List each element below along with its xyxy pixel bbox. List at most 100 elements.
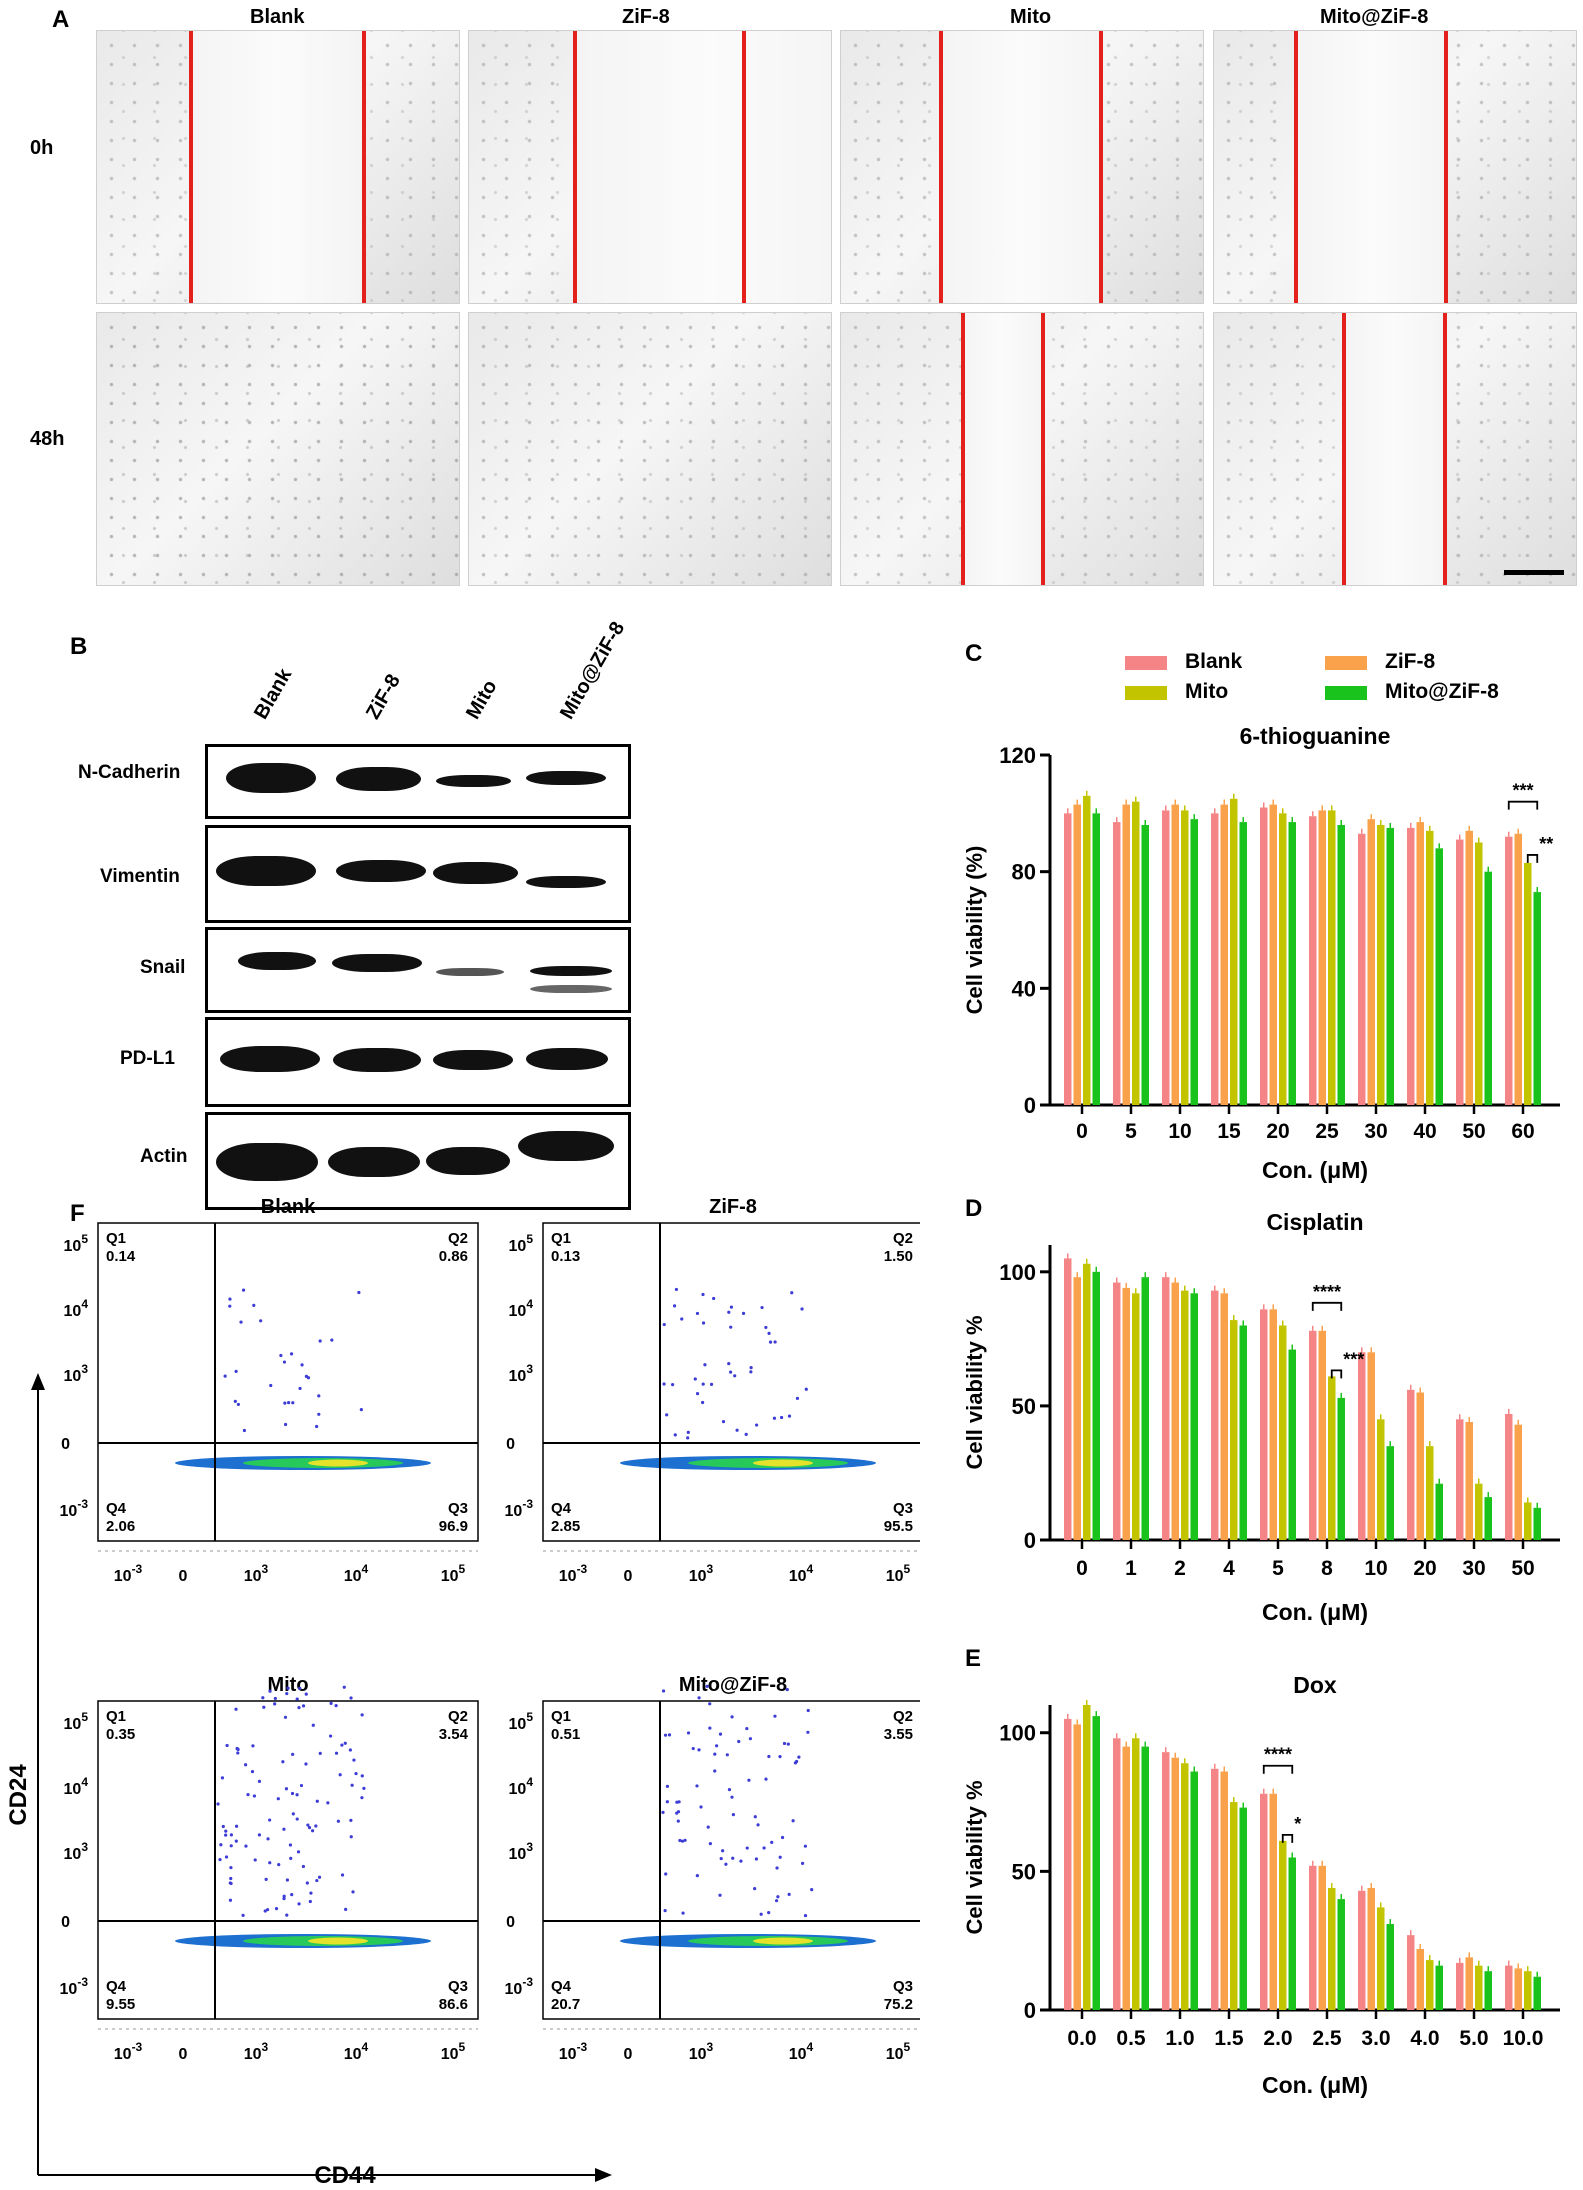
event-dot: [349, 1818, 353, 1822]
blot-col-zif8: ZiF-8: [362, 670, 405, 723]
bar-mito: [1230, 798, 1238, 1105]
wound-edge-line: [1041, 313, 1045, 585]
panel-d-letter: D: [965, 1195, 983, 1222]
event-dot: [755, 1423, 759, 1427]
q2-label: Q2: [448, 1708, 468, 1725]
event-dot: [307, 1826, 312, 1830]
event-dot: [297, 1706, 301, 1710]
event-dot: [288, 1843, 293, 1847]
event-dot: [695, 1311, 700, 1316]
event-dot: [697, 1696, 701, 1700]
event-dot: [663, 1733, 668, 1737]
panel-b-letter: B: [70, 633, 88, 660]
legend-label: Mito: [1185, 680, 1229, 703]
event-dot: [234, 1707, 238, 1711]
x-tick-label: 10-3: [114, 1562, 143, 1585]
bar-blank: [1260, 1309, 1268, 1540]
legend-label: Blank: [1185, 650, 1243, 673]
legend-swatch: [1325, 656, 1367, 670]
bar-zif-8: [1465, 1422, 1473, 1540]
y-tick-zero: 0: [506, 1914, 515, 1931]
event-dot: [308, 1899, 312, 1904]
event-dot: [349, 1696, 353, 1700]
event-dot: [729, 1325, 733, 1329]
significance-bracket: [1281, 1833, 1294, 1843]
y-tick-label: 50: [1012, 1859, 1036, 1884]
event-dot: [686, 1731, 691, 1735]
x-tick-label: 1.5: [1214, 2027, 1244, 2050]
event-dot: [708, 1842, 712, 1846]
event-dot: [282, 1894, 286, 1898]
q3-value: 86.6: [439, 1996, 468, 2013]
event-dot: [686, 1430, 690, 1434]
event-dot: [298, 1686, 302, 1690]
blot-label-n-cadherin: N-Cadherin: [78, 762, 181, 783]
event-dot: [800, 1307, 804, 1311]
y-tick-label: 105: [64, 1710, 89, 1733]
bar-mito: [1426, 830, 1434, 1105]
event-dot: [291, 1752, 295, 1756]
event-dot: [224, 1829, 228, 1833]
event-dot: [749, 1370, 753, 1374]
event-dot: [756, 1823, 760, 1827]
event-dot: [729, 1305, 734, 1309]
event-dot: [301, 1864, 306, 1869]
event-dot: [291, 1812, 295, 1816]
bar-zif-8: [1465, 1957, 1473, 2010]
q4-label: Q4: [551, 1500, 572, 1517]
q3-value: 75.2: [884, 1996, 913, 2013]
bar-mito: [1426, 1960, 1434, 2010]
event-dot: [228, 1304, 232, 1308]
q2-value: 3.55: [884, 1726, 913, 1743]
bar-zif-8: [1514, 1424, 1522, 1540]
event-dot: [257, 1779, 262, 1783]
event-dot: [701, 1400, 705, 1405]
panel-f-letter: F: [70, 1200, 85, 1227]
event-dot: [708, 1726, 712, 1730]
event-dot: [803, 1844, 807, 1848]
bar-blank: [1456, 1419, 1464, 1540]
event-dot: [244, 1844, 248, 1848]
x-tick-label: 104: [789, 1562, 814, 1585]
event-dot: [282, 1827, 286, 1831]
y-axis-label-cd24: CD24: [5, 1764, 32, 1826]
chart-e: Dox 0 50 100 Cell viability % 0.0 0.5 1.0 1.5 2.0…: [962, 1672, 1560, 2098]
event-dot: [667, 1733, 672, 1737]
x-tick-label: 105: [886, 2040, 911, 2063]
event-dot: [344, 1907, 348, 1911]
x-tick-label: 8: [1321, 1557, 1333, 1580]
event-dot: [228, 1881, 232, 1885]
bar-mito: [1083, 1263, 1091, 1540]
event-dot: [691, 1746, 695, 1751]
bar-mito-zif-8: [1435, 848, 1443, 1105]
event-dot: [712, 1296, 716, 1301]
x-tick-label: 0: [1076, 1557, 1088, 1580]
event-dot: [759, 1912, 763, 1916]
event-dot: [297, 1902, 301, 1906]
event-dot: [326, 1801, 330, 1805]
bar-zif-8: [1073, 1277, 1081, 1540]
q3-value: 95.5: [884, 1518, 913, 1535]
event-dot: [718, 1893, 722, 1897]
legend: Blank ZiF-8 Mito Mito@ZiF-8: [1125, 650, 1525, 710]
q3-label: Q3: [893, 1978, 913, 1995]
blot-col-mito: Mito: [462, 676, 502, 723]
y-tick-label: 10-3: [60, 1497, 89, 1520]
bar-mito-zif-8: [1435, 1965, 1443, 2010]
significance-bracket: [1311, 1301, 1343, 1311]
event-dot: [265, 1908, 270, 1912]
panel-a-row-48h: 48h: [30, 428, 65, 450]
bar-blank: [1260, 1793, 1268, 2010]
y-tick-label: 120: [999, 743, 1036, 768]
bar-blank: [1505, 1413, 1513, 1540]
bar-blank: [1064, 1258, 1072, 1540]
population-peak: [308, 1937, 368, 1945]
bar-mito-zif-8: [1288, 822, 1296, 1105]
bar-zif-8: [1269, 804, 1277, 1105]
event-dot: [236, 1402, 241, 1407]
event-dot: [257, 1833, 262, 1837]
event-dot: [674, 1287, 679, 1292]
bar-zif-8: [1122, 1746, 1130, 2010]
event-dot: [252, 1303, 256, 1307]
event-dot: [749, 1366, 753, 1370]
